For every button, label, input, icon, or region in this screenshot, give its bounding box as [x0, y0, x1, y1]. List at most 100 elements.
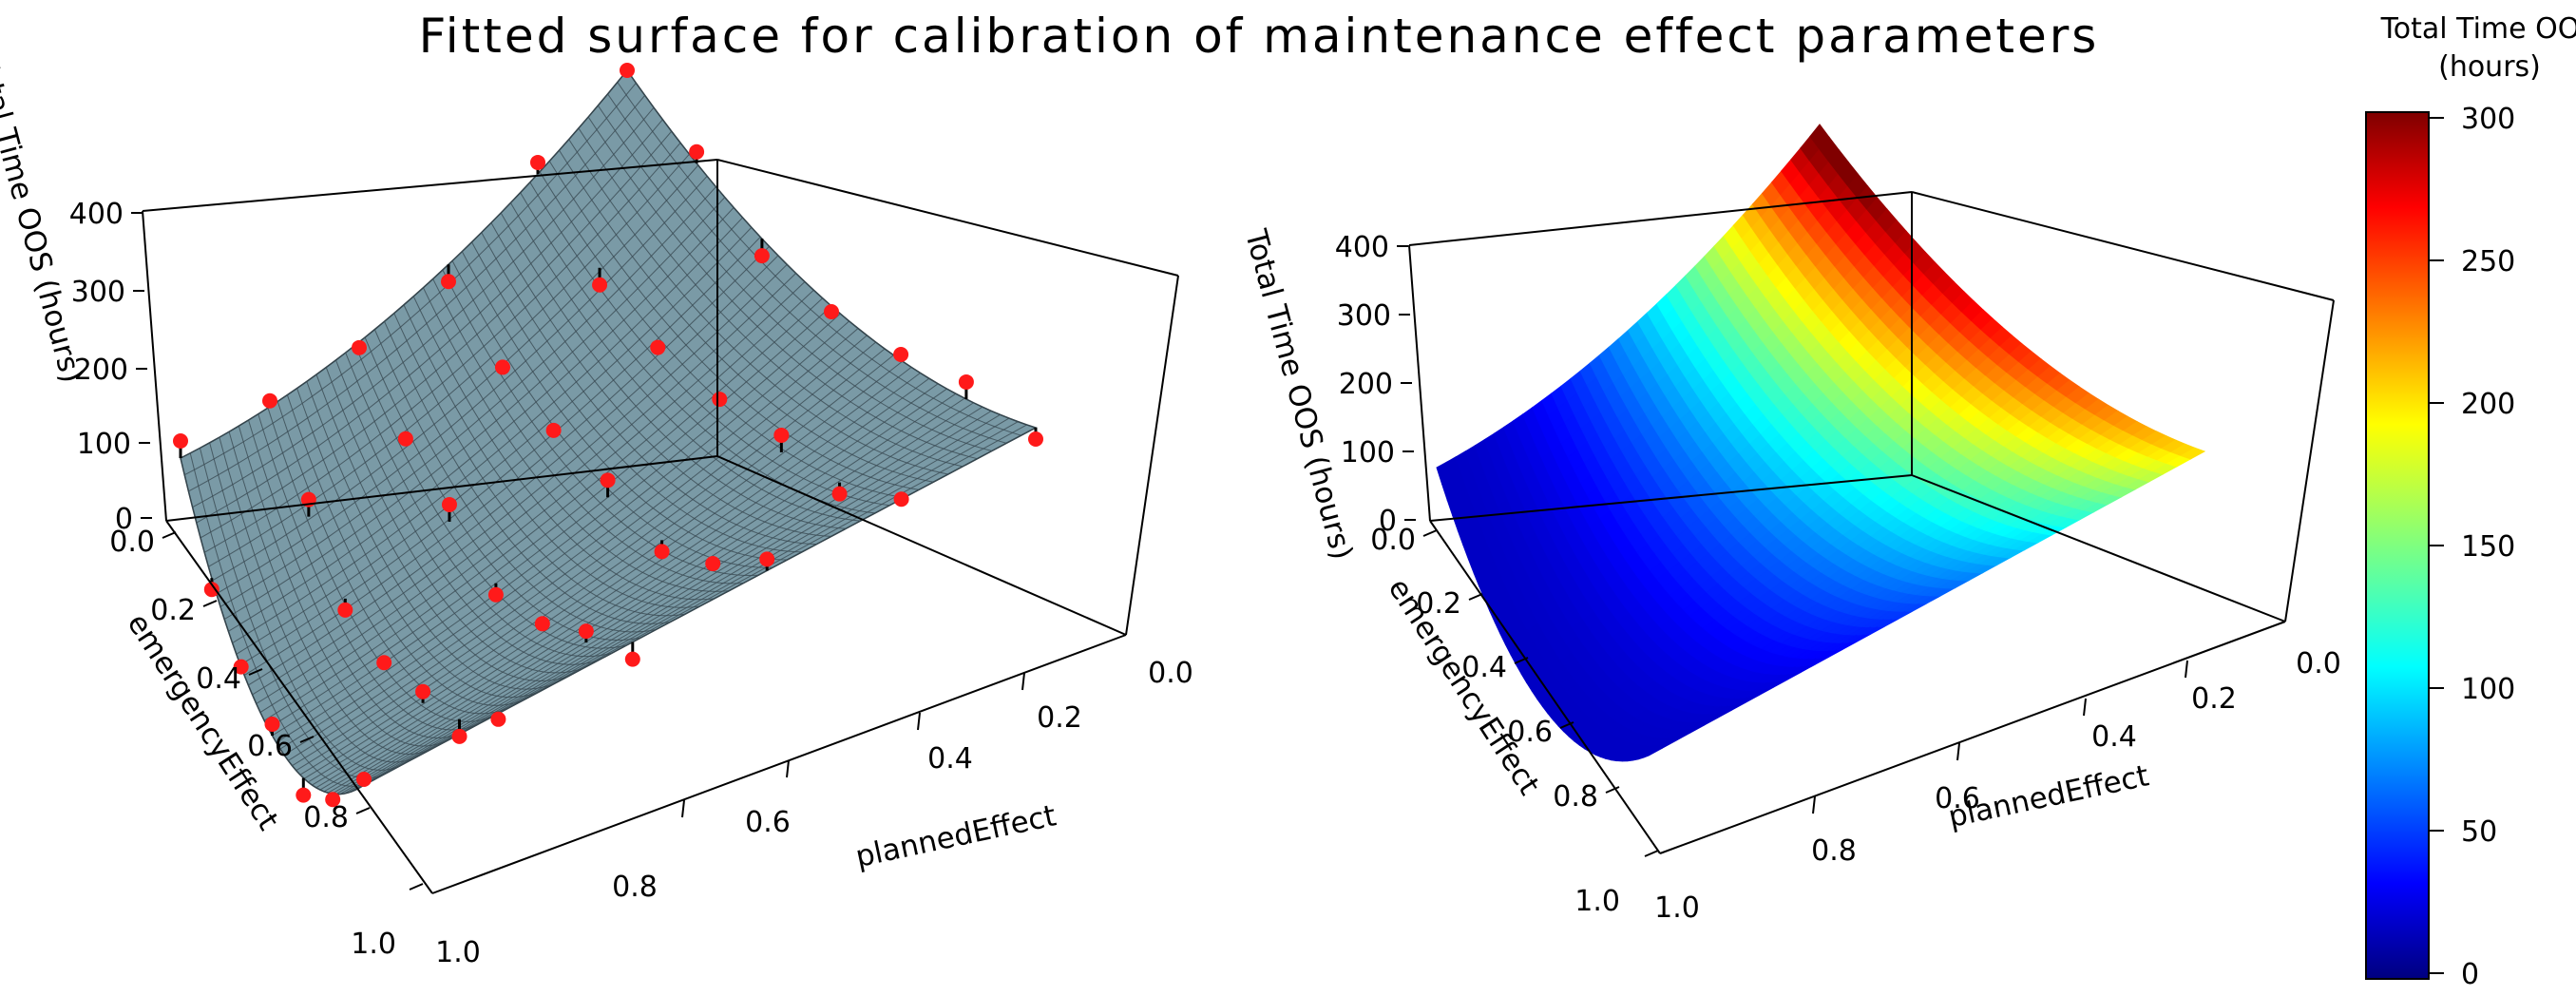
- left-x-tick-label: 0.2: [1037, 701, 1082, 735]
- left-observed-point: [689, 144, 705, 160]
- right-box-edge: [1429, 474, 1913, 522]
- right-y-tick-mark: [1468, 593, 1483, 601]
- right-x-axis-label: plannedEffect: [1945, 758, 2151, 834]
- right-x-tick-mark: [2083, 698, 2087, 717]
- left-observed-point: [824, 304, 839, 319]
- right-x-tick-label: 1.0: [1654, 891, 1700, 925]
- left-observed-point: [578, 623, 594, 640]
- left-x-tick-mark: [681, 799, 685, 818]
- left-mesh-line: [335, 402, 974, 795]
- left-mesh-line: [422, 287, 730, 592]
- left-box-edge: [165, 455, 718, 522]
- right-x-tick-mark: [1956, 742, 1960, 761]
- left-y-tick-label: 0.6: [247, 730, 293, 763]
- colorbar-gradient: [2365, 111, 2430, 980]
- left-mesh-line: [363, 427, 1037, 786]
- left-mesh-line: [315, 377, 930, 789]
- left-mesh-line: [276, 313, 841, 743]
- left-y-tick-label: 0.4: [196, 662, 241, 696]
- left-observed-point: [337, 602, 353, 618]
- left-mesh-line: [617, 82, 1021, 436]
- left-observed-point: [958, 374, 974, 390]
- left-mesh-line: [529, 182, 890, 507]
- left-y-tick-label: 0.0: [109, 526, 155, 559]
- left-mesh-line: [607, 93, 1007, 444]
- colorbar-ticks: 0 50 100 150 200 250 300: [2429, 103, 2515, 991]
- left-x-tick-label: 0.6: [745, 806, 791, 839]
- left-observed-point: [545, 422, 562, 438]
- right-z-tick-label: 300: [1337, 299, 1391, 333]
- left-observed-point: [451, 728, 467, 744]
- left-observed-point: [831, 486, 848, 502]
- left-mesh-line: [283, 328, 859, 756]
- right-y-tick-label: 0.8: [1553, 780, 1598, 814]
- right-y-tick-mark: [1559, 721, 1574, 729]
- left-y-tick-label: 0.2: [150, 594, 196, 627]
- left-x-tick-mark: [1021, 672, 1025, 691]
- left-mesh-line: [587, 116, 978, 460]
- left-observed-point: [296, 787, 312, 803]
- right-y-tick-label: 0.6: [1507, 716, 1553, 749]
- left-observed-point: [650, 339, 666, 355]
- right-x-tick-label: 0.2: [2191, 682, 2237, 716]
- left-mesh-line: [403, 304, 700, 608]
- left-observed-point: [893, 491, 909, 508]
- left-observed-point: [203, 582, 219, 598]
- left-observed-point: [754, 248, 770, 264]
- left-mesh-line: [490, 222, 831, 537]
- right-y-tick-mark: [1605, 786, 1620, 794]
- left-y-tick-label: 0.8: [303, 801, 349, 834]
- left-box-edge: [142, 210, 167, 522]
- left-mesh-line: [471, 241, 803, 553]
- left-y-tick-mark: [409, 883, 424, 891]
- left-observed-point: [325, 792, 341, 808]
- colorbar-tick-label: 50: [2461, 815, 2497, 849]
- right-y-tick-label: 0.2: [1416, 587, 1461, 621]
- right-x-tick-mark: [1812, 795, 1816, 814]
- left-observed-point: [397, 431, 413, 447]
- right-box-edge: [1911, 191, 2335, 301]
- left-mesh-line: [296, 348, 886, 772]
- left-mesh-line: [303, 360, 904, 779]
- left-observed-point: [494, 359, 510, 375]
- left-observed-point: [487, 586, 504, 603]
- right-y-tick-mark: [1422, 529, 1438, 537]
- left-observed-point: [415, 683, 431, 699]
- right-surface-facet: [2180, 447, 2206, 460]
- right-y-tick-label: 0.4: [1461, 651, 1507, 684]
- right-colored-surface: [1436, 124, 2206, 762]
- left-mesh-line: [327, 393, 957, 794]
- left-box-edge: [165, 520, 433, 894]
- left-observed-point: [893, 346, 909, 362]
- left-observed-point: [441, 496, 457, 512]
- left-x-tick-label: 0.0: [1148, 657, 1193, 690]
- left-x-tick-mark: [917, 712, 921, 731]
- left-mesh-line: [279, 320, 850, 750]
- left-mesh-line: [500, 212, 847, 529]
- colorbar-tick-label: 250: [2461, 245, 2515, 278]
- left-mesh-line: [308, 366, 912, 783]
- left-z-tick-label: 300: [71, 276, 125, 309]
- left-z-tick-label: 100: [77, 428, 131, 461]
- colorbar-tick-label: 150: [2461, 530, 2515, 564]
- right-x-tick-label: 0.4: [2091, 720, 2137, 754]
- left-x-tick-label: 0.4: [927, 742, 973, 776]
- left-observed-point: [173, 433, 188, 449]
- left-x-tick-label: 1.0: [435, 936, 481, 969]
- left-box-edge: [1125, 275, 1179, 636]
- left-x-axis-label: plannedEffect: [852, 798, 1059, 874]
- left-mesh-line: [548, 161, 920, 490]
- left-mesh-line: [343, 410, 992, 795]
- colorbar-tick-label: 300: [2461, 103, 2515, 136]
- left-mesh-line: [568, 139, 948, 475]
- right-plot: 01002003004000.00.20.40.60.81.00.00.20.4…: [1238, 124, 2341, 925]
- left-mesh-line: [355, 421, 1019, 791]
- left-observed-point: [441, 274, 456, 290]
- left-y-tick-mark: [355, 807, 371, 814]
- right-y-tick-label: 1.0: [1574, 885, 1620, 918]
- left-mesh-line: [299, 354, 894, 776]
- left-mesh-line: [412, 296, 715, 601]
- right-box-edge: [1911, 474, 2286, 622]
- left-observed-point: [530, 154, 545, 170]
